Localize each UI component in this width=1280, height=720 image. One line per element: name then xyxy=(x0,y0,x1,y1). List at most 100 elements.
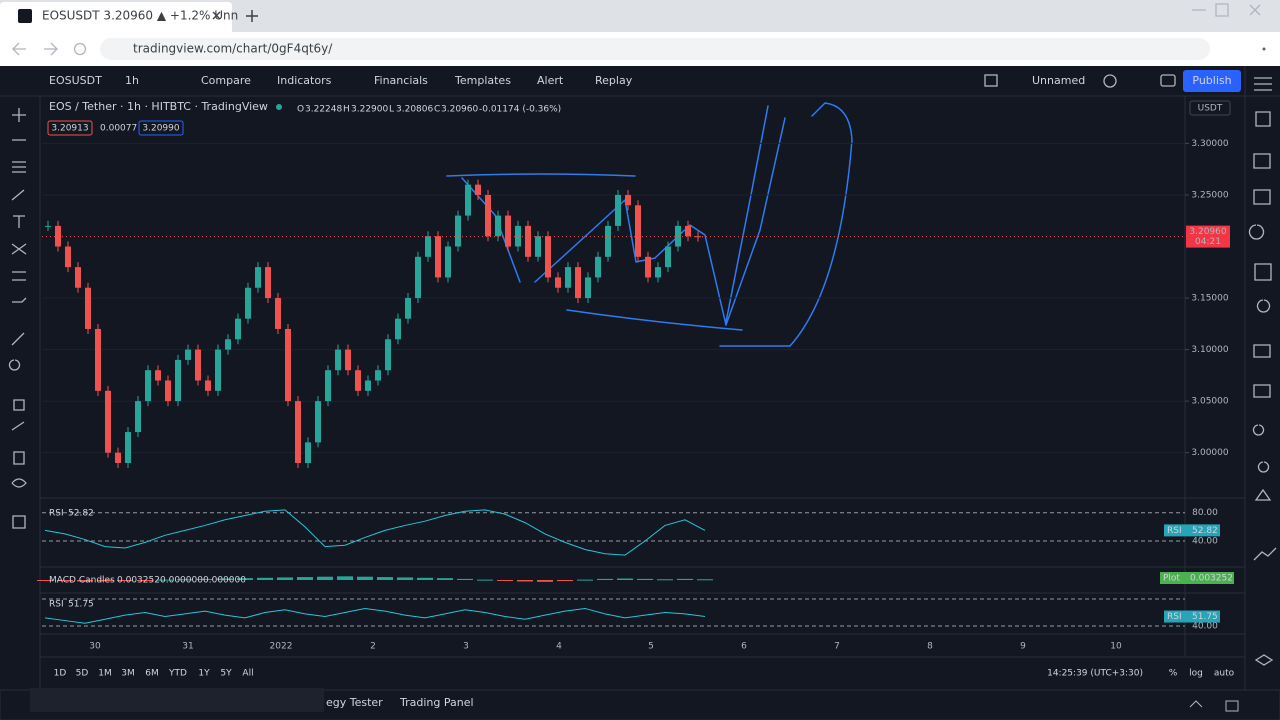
right-tools[interactable] xyxy=(1248,77,1277,666)
range-button[interactable]: YTD xyxy=(168,669,187,679)
candle-body xyxy=(105,390,111,453)
toolbar-item[interactable]: Compare xyxy=(201,74,251,87)
chevron[interactable] xyxy=(1189,700,1239,712)
settings-icon[interactable] xyxy=(1103,74,1117,88)
tab-close[interactable] xyxy=(212,11,221,20)
pane-value: 51.75 xyxy=(68,600,94,610)
x-tick-label: 10 xyxy=(1110,642,1122,652)
legend-ohlc: 3.22248 xyxy=(305,105,342,115)
macd-bar xyxy=(177,579,193,581)
macd-bar xyxy=(497,580,513,581)
omnibox[interactable] xyxy=(100,38,1210,60)
new-tab[interactable] xyxy=(246,10,258,22)
camera-icon[interactable] xyxy=(1160,74,1176,87)
range-button[interactable]: 5Y xyxy=(220,669,232,679)
macd-bar xyxy=(317,576,333,580)
candle-body xyxy=(375,370,381,381)
candle-body xyxy=(525,225,531,257)
range-button[interactable]: 3M xyxy=(121,669,135,679)
legend-ohlc: 3.20806 xyxy=(396,105,433,115)
candle-body xyxy=(615,194,621,226)
symbol[interactable]: EOSUSDT xyxy=(49,74,102,87)
macd-bar xyxy=(157,579,173,581)
ask-box[interactable] xyxy=(138,120,184,136)
macd-bar xyxy=(517,580,533,582)
range-button[interactable]: 1D xyxy=(54,669,67,679)
candle-body xyxy=(345,349,351,371)
pane-value: 0.000000 xyxy=(203,576,246,586)
candle-body xyxy=(45,225,51,227)
candle-body xyxy=(625,194,631,206)
candle-body xyxy=(95,328,101,391)
legend-ohlc: 3.20960 xyxy=(441,105,478,115)
macd-bar xyxy=(217,578,233,580)
x-tick-label: 8 xyxy=(927,642,933,652)
candle-body xyxy=(405,298,411,319)
candle-body xyxy=(115,452,121,463)
legend-ohlc: 3.22900 xyxy=(351,105,388,115)
range-button[interactable]: 6M xyxy=(145,669,159,679)
currency-box[interactable] xyxy=(1189,100,1231,116)
panel-tab[interactable]: Trading Panel xyxy=(399,696,474,709)
toolbar-item[interactable]: Financials xyxy=(374,74,428,87)
candle-body xyxy=(155,370,161,381)
candle-body xyxy=(325,370,331,402)
candle-body xyxy=(655,267,661,278)
left-tools[interactable] xyxy=(8,108,27,529)
panel-tab[interactable]: egy Tester xyxy=(326,696,383,709)
macd-bar xyxy=(77,580,93,582)
range-button[interactable]: 1Y xyxy=(198,669,210,679)
value-label-name: RSI xyxy=(1167,612,1182,622)
x-tick-label: 30 xyxy=(89,642,101,652)
value-label: 51.75 xyxy=(1192,612,1218,622)
legend-ohlc: H xyxy=(343,105,350,115)
range-button[interactable]: All xyxy=(242,669,253,679)
spread: 0.00077 xyxy=(100,124,137,134)
candle-body xyxy=(85,287,91,329)
candle-body xyxy=(645,256,651,278)
macd-bar xyxy=(637,578,653,580)
range-button[interactable]: 1M xyxy=(98,669,112,679)
candle-body xyxy=(495,215,501,237)
url: tradingview.com/chart/0gF4qt6y/ xyxy=(133,42,333,56)
candle-body xyxy=(585,277,591,299)
status-dot xyxy=(276,104,282,110)
active-tab[interactable] xyxy=(0,2,232,32)
layout-name[interactable]: Unnamed xyxy=(1032,74,1085,87)
candle-body xyxy=(465,184,471,216)
macd-bar xyxy=(457,578,473,580)
toolbar-item[interactable]: Alert xyxy=(537,74,564,87)
y-tick-label: 3.00000 xyxy=(1191,448,1228,458)
publish-button[interactable] xyxy=(1183,70,1241,92)
toolbar-item[interactable]: Templates xyxy=(454,74,511,87)
value-box xyxy=(1164,524,1220,537)
reload[interactable] xyxy=(73,42,87,56)
candle-body xyxy=(225,339,231,350)
toolbar-item[interactable]: Indicators xyxy=(277,74,332,87)
interval[interactable]: 1h xyxy=(125,74,139,87)
layout-icon[interactable] xyxy=(984,74,998,87)
axis-option[interactable]: log xyxy=(1189,669,1203,679)
rsi-line xyxy=(44,607,706,624)
candle-body xyxy=(255,267,261,288)
candle-body xyxy=(265,267,271,299)
bid-box[interactable] xyxy=(47,120,93,136)
x-tick-label: 2 xyxy=(370,642,376,652)
candle-body xyxy=(595,256,601,278)
axis-option[interactable]: % xyxy=(1169,669,1178,679)
pane-name: RSI xyxy=(49,509,64,519)
candle-body xyxy=(415,256,421,299)
candle-body xyxy=(175,359,181,402)
range-button[interactable]: 5D xyxy=(76,669,89,679)
candle-body xyxy=(425,236,431,257)
candle-body xyxy=(575,267,581,299)
candle-body xyxy=(445,246,451,278)
window-controls[interactable] xyxy=(1192,3,1261,17)
toolbar-item[interactable]: Replay xyxy=(595,74,633,87)
nav-buttons[interactable] xyxy=(12,42,58,56)
toast xyxy=(30,688,324,712)
axis-option[interactable]: auto xyxy=(1214,669,1235,679)
value-label: 52.82 xyxy=(1192,526,1218,536)
menu[interactable] xyxy=(1262,47,1266,51)
y-tick-label: 3.15000 xyxy=(1191,294,1228,304)
